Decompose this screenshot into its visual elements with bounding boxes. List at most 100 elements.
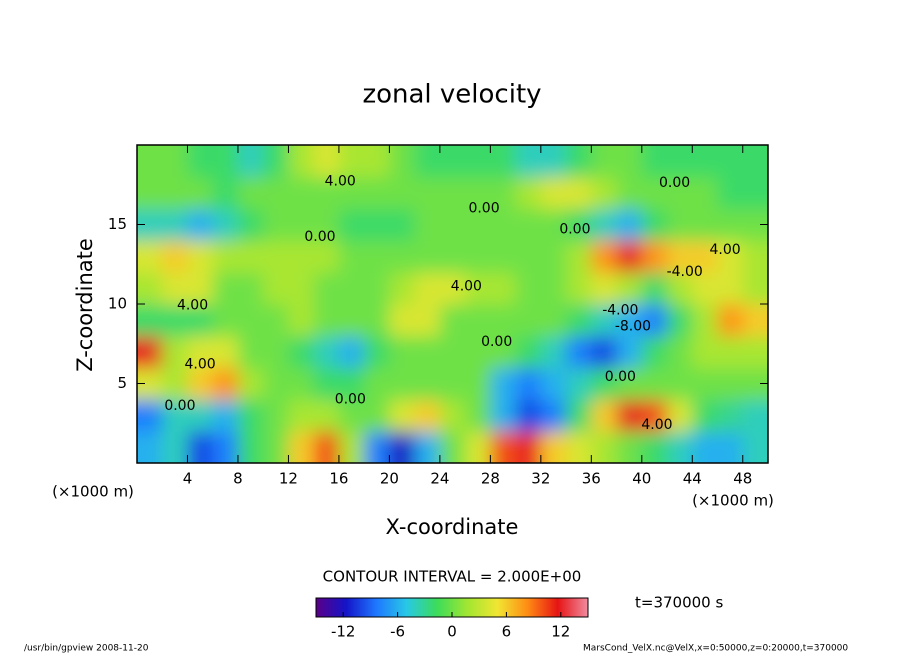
heat-cell	[540, 399, 567, 432]
heat-cell	[439, 208, 466, 241]
heat-cell	[717, 145, 744, 178]
heat-cell	[288, 431, 315, 463]
heat-cell	[414, 304, 441, 337]
heat-cell	[212, 304, 239, 337]
heat-cell	[515, 240, 542, 273]
heat-cell	[187, 335, 214, 369]
heat-cell	[692, 176, 719, 210]
contour-label: 4.00	[451, 279, 482, 295]
heat-cell	[515, 399, 542, 432]
heat-cell	[313, 240, 340, 273]
heat-cell	[540, 208, 567, 241]
heat-cell	[162, 208, 188, 241]
heat-cell	[616, 335, 643, 369]
heat-cell	[591, 176, 618, 210]
heat-cell	[212, 145, 239, 178]
heat-cell	[237, 431, 264, 463]
heat-cell	[338, 431, 365, 463]
chart-title: zonal velocity	[362, 80, 541, 110]
heat-cell	[137, 145, 163, 178]
heat-cell	[742, 335, 768, 369]
contour-label: -4.00	[667, 264, 703, 280]
heat-cell	[717, 176, 744, 210]
heat-cell	[515, 431, 542, 463]
heat-cell	[237, 367, 264, 400]
contour-label: -8.00	[615, 318, 651, 334]
heat-cell	[313, 208, 340, 241]
contour-label: 4.00	[325, 174, 356, 190]
heat-cell	[717, 335, 744, 369]
heat-cell	[389, 399, 416, 432]
heat-cell	[237, 240, 264, 273]
heat-cell	[338, 399, 365, 432]
x-tick-label: 8	[233, 470, 243, 488]
colorbar-tick-label: 0	[447, 623, 457, 641]
heat-cell	[591, 431, 618, 463]
heat-cell	[288, 176, 315, 210]
heat-cell	[465, 240, 491, 273]
heat-cell	[263, 176, 289, 210]
heat-cell	[667, 367, 693, 400]
heat-cell	[540, 367, 567, 400]
heat-cell	[616, 367, 643, 400]
heat-cell	[364, 304, 390, 337]
heat-cell	[490, 176, 517, 210]
heat-cell	[717, 240, 744, 273]
x-tick-label: 48	[733, 470, 752, 488]
heat-cell	[566, 431, 592, 463]
colorbar-tick-label: 12	[551, 623, 570, 641]
heat-cell	[692, 208, 719, 241]
heat-cell	[692, 367, 719, 400]
heat-cell	[137, 240, 163, 273]
heat-cell	[439, 145, 466, 178]
heat-cell	[162, 176, 188, 210]
heat-cell	[641, 367, 668, 400]
heat-cell	[288, 240, 315, 273]
heat-cell	[465, 304, 491, 337]
heat-cell	[313, 176, 340, 210]
heat-cell	[566, 208, 592, 241]
heat-cell	[566, 272, 592, 305]
heat-cell	[212, 176, 239, 210]
heat-cell	[187, 367, 214, 400]
colorbar-tick-label: -6	[390, 623, 405, 641]
heat-cell	[212, 335, 239, 369]
heat-cell	[237, 304, 264, 337]
heat-cell	[162, 240, 188, 273]
heat-cell	[692, 240, 719, 273]
heat-cell	[237, 399, 264, 432]
heat-cell	[137, 176, 163, 210]
heat-cell	[212, 208, 239, 241]
heat-cell	[641, 272, 668, 305]
heat-cell	[540, 176, 567, 210]
heat-cell	[616, 145, 643, 178]
heat-cell	[364, 431, 390, 463]
heat-cell	[667, 335, 693, 369]
heat-cell	[742, 431, 768, 463]
heat-cell	[667, 431, 693, 463]
heat-cell	[742, 145, 768, 178]
y-tick-label: 5	[117, 374, 127, 392]
contour-label: -4.00	[602, 302, 638, 318]
heat-cell	[641, 240, 668, 273]
heat-cell	[389, 431, 416, 463]
heat-cell	[263, 240, 289, 273]
heat-cell	[414, 272, 441, 305]
heat-cell	[515, 208, 542, 241]
heat-cell	[641, 304, 668, 337]
heat-cell	[187, 304, 214, 337]
heat-cell	[742, 240, 768, 273]
heat-cell	[616, 176, 643, 210]
heat-cell	[338, 272, 365, 305]
heat-cell	[515, 367, 542, 400]
heat-cell	[465, 145, 491, 178]
heat-cell	[591, 367, 618, 400]
contour-label: 0.00	[481, 334, 512, 350]
x-tick-label: 40	[632, 470, 651, 488]
heat-cell	[389, 304, 416, 337]
heat-cell	[515, 145, 542, 178]
heat-cell	[288, 208, 315, 241]
heat-cell	[465, 272, 491, 305]
heat-cell	[490, 367, 517, 400]
